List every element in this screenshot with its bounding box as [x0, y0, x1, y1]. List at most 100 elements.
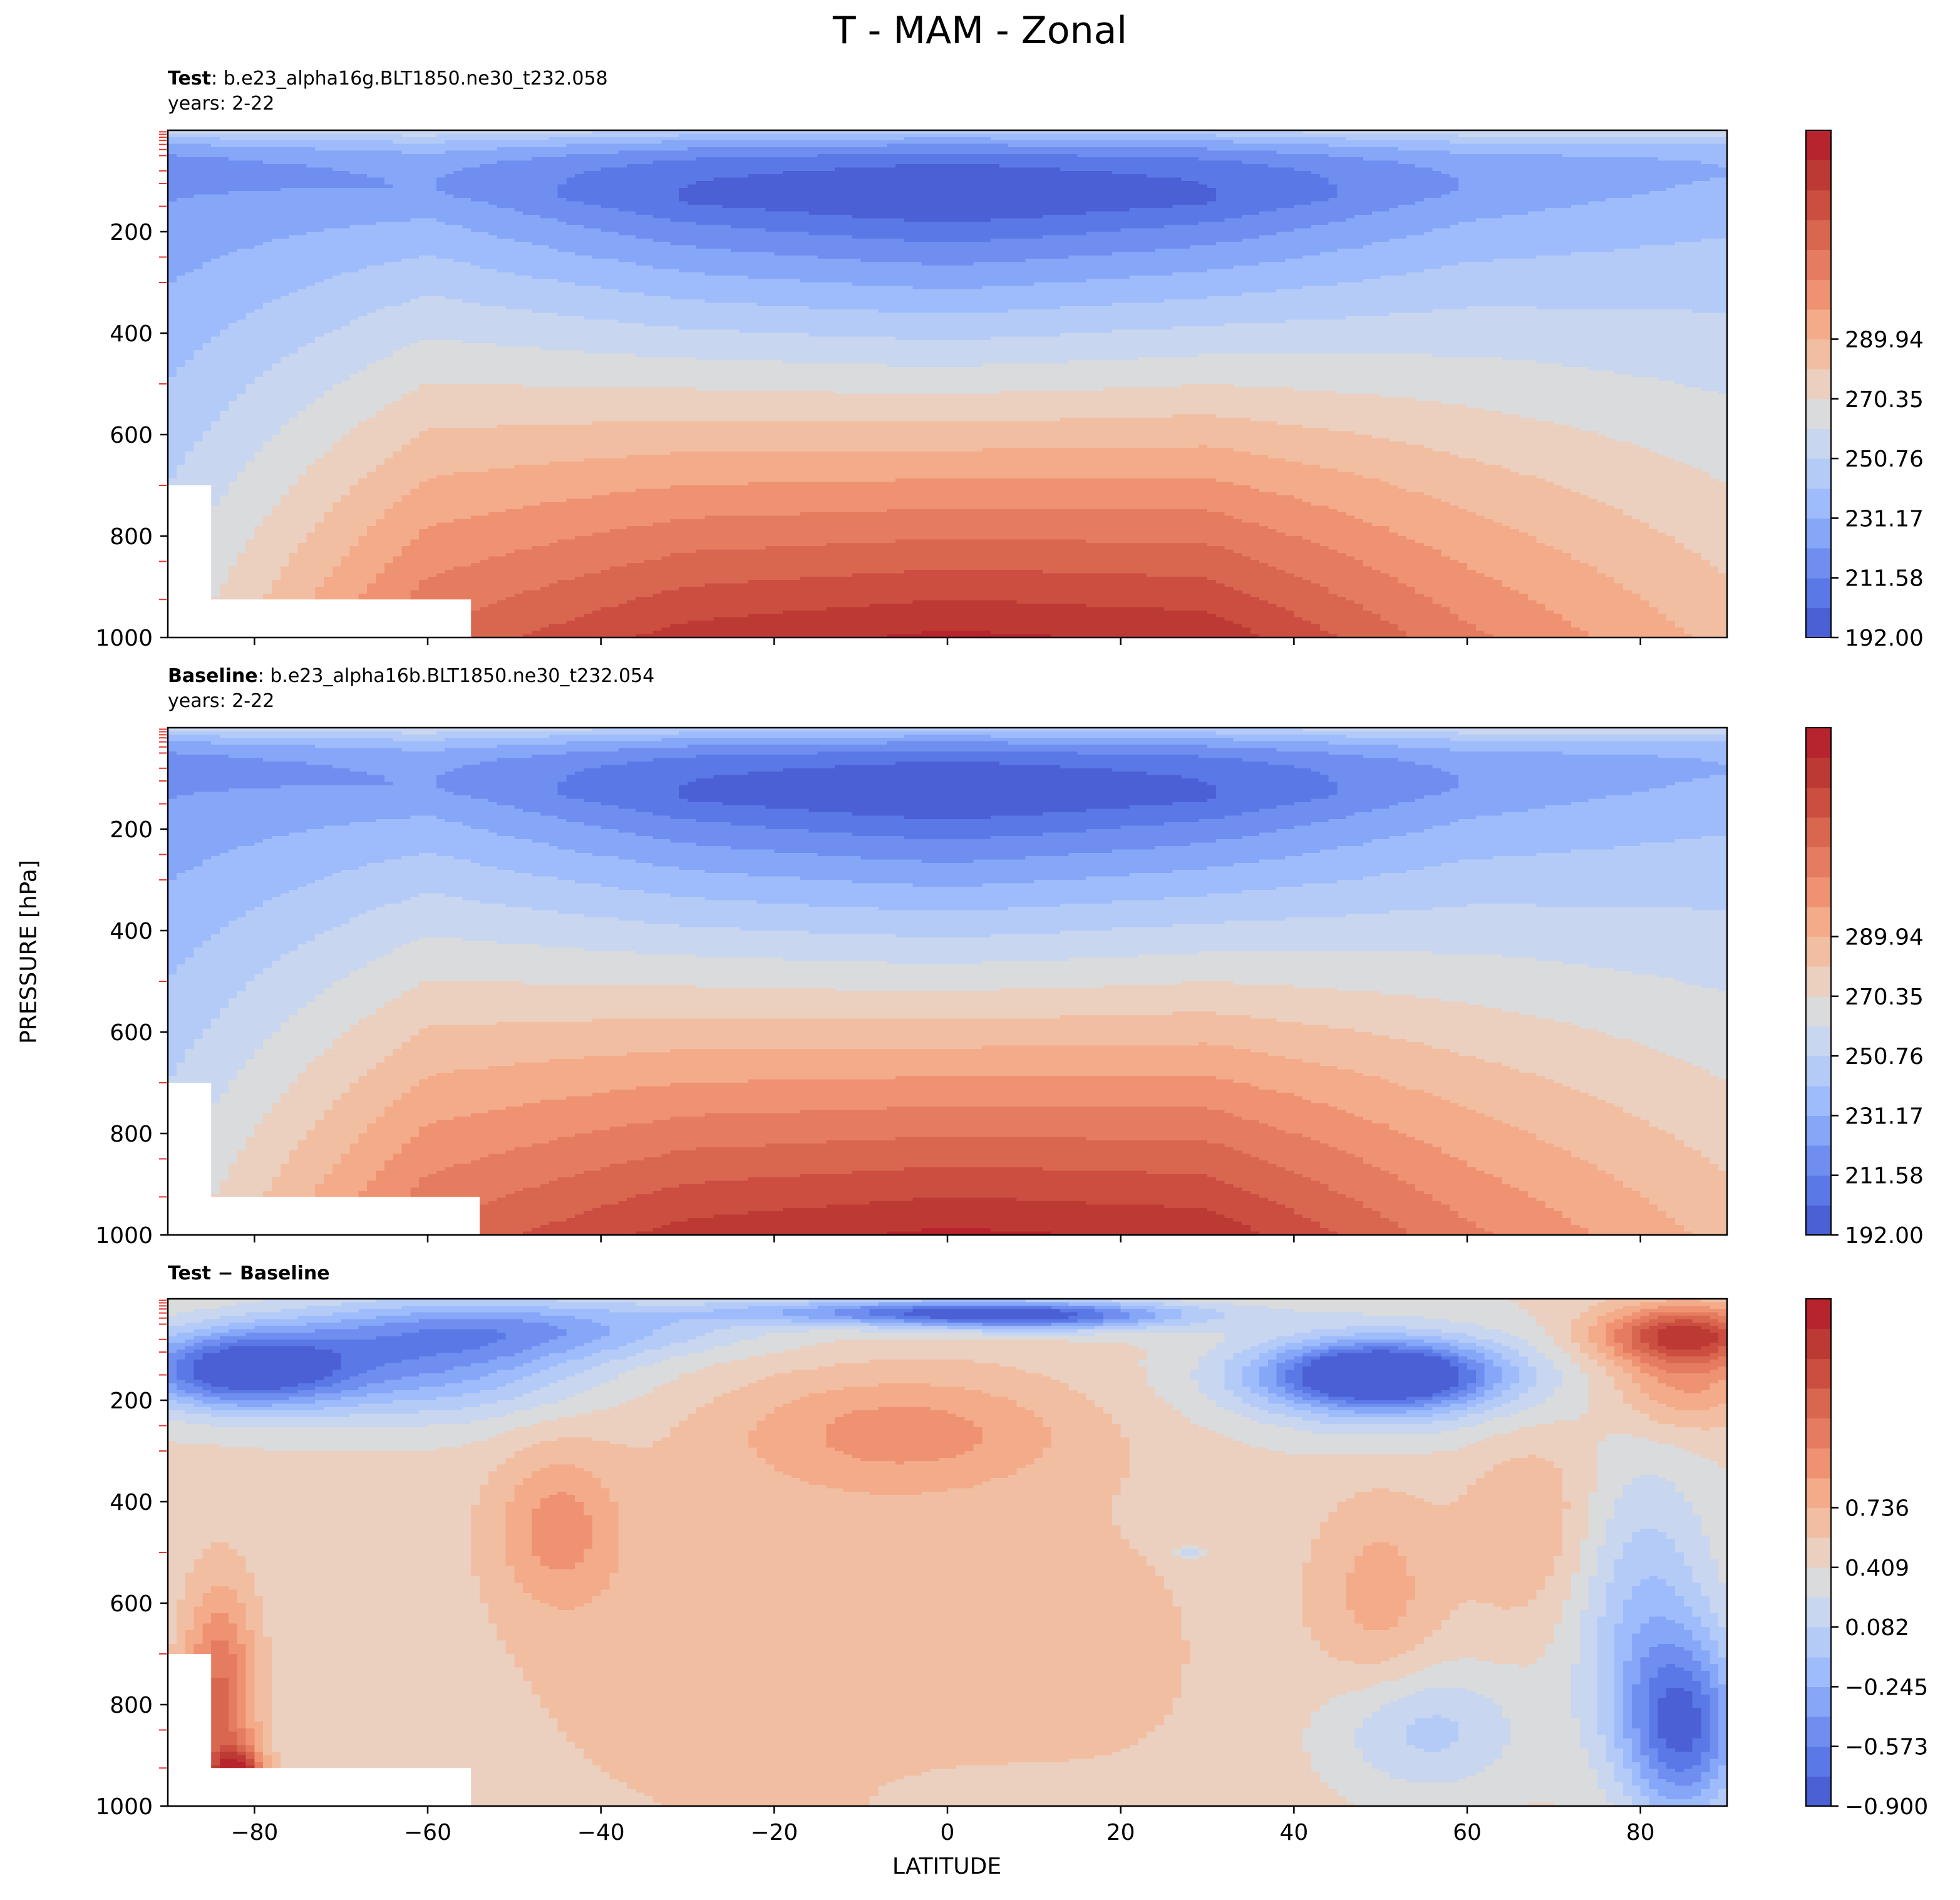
- contour-cell: [1215, 191, 1338, 195]
- contour-cell: [1389, 208, 1546, 212]
- contour-cell: [1658, 1440, 1728, 1445]
- contour-cell: [982, 961, 1563, 965]
- contour-cell: [1302, 617, 1381, 621]
- contour-cell: [1631, 1481, 1676, 1485]
- contour-cell: [471, 1420, 541, 1425]
- contour-cell: [1692, 907, 1728, 911]
- contour-cell: [280, 1164, 333, 1168]
- contour-cell: [384, 566, 455, 571]
- contour-cell: [168, 431, 203, 435]
- contour-cell: [670, 1117, 1242, 1120]
- contour-cell: [349, 1025, 428, 1030]
- contour-cell: [514, 835, 654, 840]
- contour-cell: [1475, 1370, 1485, 1374]
- contour-cell: [211, 1650, 229, 1655]
- contour-cell: [800, 576, 1208, 581]
- contour-cell: [436, 782, 559, 786]
- contour-cell: [324, 583, 368, 587]
- contour-cell: [1710, 1316, 1728, 1319]
- contour-cell: [1554, 1366, 1581, 1370]
- contour-cell: [1597, 1664, 1615, 1668]
- contour-cell: [835, 1363, 1000, 1367]
- contour-cell: [601, 1478, 801, 1482]
- contour-cell: [168, 1055, 186, 1060]
- contour-cell: [436, 1447, 524, 1452]
- contour-cell: [367, 532, 420, 537]
- contour-cell: [254, 1576, 480, 1580]
- contour-cell: [220, 1190, 264, 1195]
- contour-cell: [376, 519, 455, 523]
- contour-cell: [349, 373, 1632, 378]
- contour-cell: [1536, 1383, 1563, 1387]
- contour-cell: [532, 907, 879, 911]
- contour-cell: [376, 468, 489, 472]
- contour-cell: [765, 1376, 1052, 1381]
- contour-cell: [1597, 1637, 1615, 1641]
- contour-cell: [245, 1650, 255, 1655]
- contour-cell: [1363, 563, 1468, 567]
- contour-cell: [237, 1302, 342, 1306]
- contour-cell: [1475, 624, 1572, 628]
- contour-cell: [566, 741, 887, 745]
- contour-cell: [176, 1633, 186, 1638]
- contour-cell: [254, 1052, 324, 1056]
- contour-cell: [1579, 1316, 1598, 1319]
- contour-cell: [315, 397, 403, 401]
- contour-cell: [1016, 1471, 1130, 1475]
- contour-cell: [1519, 1350, 1537, 1353]
- contour-cell: [1458, 1376, 1477, 1381]
- contour-cell: [1683, 1552, 1710, 1556]
- contour-cell: [1259, 1343, 1286, 1347]
- contour-cell: [462, 225, 584, 229]
- contour-cell: [1319, 1536, 1563, 1539]
- contour-cell: [1554, 1626, 1581, 1631]
- contour-cell: [852, 1316, 896, 1319]
- contour-cell: [228, 1643, 247, 1648]
- contour-cell: [1631, 1339, 1641, 1343]
- contour-cell: [652, 1390, 731, 1394]
- contour-cell: [696, 1336, 758, 1340]
- contour-cell: [462, 339, 1728, 344]
- contour-cell: [1536, 958, 1728, 962]
- contour-cell: [1631, 373, 1728, 378]
- contour-cell: [1423, 1403, 1450, 1408]
- contour-cell: [1675, 458, 1728, 462]
- contour-cell: [488, 232, 619, 235]
- contour-cell: [1337, 1147, 1442, 1151]
- contour-cell: [592, 610, 783, 614]
- contour-cell: [1562, 1214, 1667, 1219]
- contour-cell: [921, 1299, 1026, 1303]
- contour-cell: [263, 445, 333, 449]
- contour-cell: [661, 1383, 749, 1387]
- contour-cell: [211, 1326, 255, 1330]
- contour-cell: [1701, 1616, 1719, 1621]
- contour-cell: [480, 900, 758, 904]
- contour-cell: [272, 1187, 316, 1192]
- contour-cell: [1510, 525, 1650, 530]
- contour-cell: [1207, 610, 1294, 614]
- contour-cell: [436, 475, 1364, 479]
- contour-cell: [1597, 498, 1728, 503]
- contour-cell: [1710, 472, 1728, 476]
- contour-cell: [1484, 515, 1632, 520]
- contour-cell: [168, 353, 195, 358]
- contour-cell: [1493, 1339, 1529, 1343]
- contour-cell: [765, 805, 1130, 810]
- contour-cell: [1527, 532, 1667, 537]
- colorbar-swatch: [1806, 219, 1831, 250]
- contour-cell: [168, 1383, 177, 1387]
- contour-cell: [193, 1559, 247, 1563]
- contour-cell: [1276, 1353, 1303, 1357]
- contour-cell: [1398, 160, 1702, 165]
- contour-cell: [1155, 1316, 1182, 1319]
- contour-cell: [1060, 903, 1468, 907]
- contour-cell: [1363, 1626, 1390, 1631]
- contour-cell: [168, 1461, 507, 1465]
- contour-cell: [912, 286, 983, 290]
- contour-cell: [566, 181, 697, 185]
- contour-cell: [532, 755, 697, 759]
- contour-cell: [1163, 1302, 1234, 1306]
- contour-cell: [688, 745, 1208, 748]
- contour-cell: [497, 1626, 1182, 1631]
- contour-cell: [1510, 1066, 1702, 1070]
